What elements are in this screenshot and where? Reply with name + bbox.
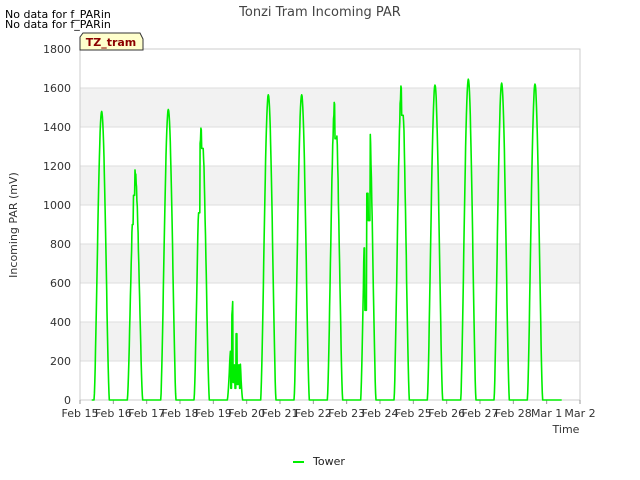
x-tick-label: Feb 21 bbox=[262, 407, 299, 420]
y-tick-label: 200 bbox=[50, 355, 71, 368]
x-tick-label: Feb 17 bbox=[128, 407, 165, 420]
x-tick-label: Feb 16 bbox=[95, 407, 132, 420]
chart-title: Tonzi Tram Incoming PAR bbox=[238, 5, 401, 20]
y-tick-label: 400 bbox=[50, 316, 71, 329]
legend: Tower bbox=[293, 455, 345, 468]
x-tick-label: Feb 28 bbox=[495, 407, 532, 420]
y-tick-label: 1400 bbox=[43, 121, 71, 134]
x-tick-label: Feb 26 bbox=[428, 407, 465, 420]
x-tick-label: Feb 19 bbox=[195, 407, 232, 420]
y-tick-label: 600 bbox=[50, 277, 71, 290]
y-axis-label: Incoming PAR (mV) bbox=[7, 172, 20, 278]
badge-shape bbox=[79, 32, 144, 51]
x-tick-label: Feb 15 bbox=[62, 407, 99, 420]
y-tick-label: 1800 bbox=[43, 43, 71, 56]
x-tick-label: Mar 1 bbox=[531, 407, 562, 420]
x-tick-label: Feb 24 bbox=[362, 407, 399, 420]
site-badge: TZ_tram bbox=[79, 32, 144, 51]
y-tick-label: 1200 bbox=[43, 160, 71, 173]
x-tick-label: Feb 23 bbox=[328, 407, 365, 420]
no-data-message: No data for f_PARin bbox=[5, 8, 111, 21]
x-tick-label: Feb 25 bbox=[395, 407, 432, 420]
y-axis-ticks: 0 200 400 600 800 1000 1200 1400 1600 1800 bbox=[43, 43, 71, 407]
plot-frame bbox=[79, 48, 581, 401]
series-line-tower bbox=[91, 78, 562, 401]
site-badge-label: TZ_tram bbox=[86, 36, 137, 49]
background-band bbox=[80, 88, 580, 127]
y-tick-label: 0 bbox=[64, 394, 71, 407]
x-axis-label: Time bbox=[552, 423, 580, 436]
y-tick-label: 1600 bbox=[43, 82, 71, 95]
x-tick-label: Feb 20 bbox=[228, 407, 265, 420]
x-tick-label: Mar 2 bbox=[564, 407, 595, 420]
y-tick-label: 800 bbox=[50, 238, 71, 251]
x-tick-label: Feb 18 bbox=[162, 407, 199, 420]
background-band bbox=[80, 166, 580, 205]
legend-label-tower: Tower bbox=[312, 455, 345, 468]
y-tick-label: 1000 bbox=[43, 199, 71, 212]
no-data-message: No data for f_PARin bbox=[5, 18, 111, 31]
x-tick-label: Feb 22 bbox=[295, 407, 332, 420]
x-tick-label: Feb 27 bbox=[462, 407, 499, 420]
